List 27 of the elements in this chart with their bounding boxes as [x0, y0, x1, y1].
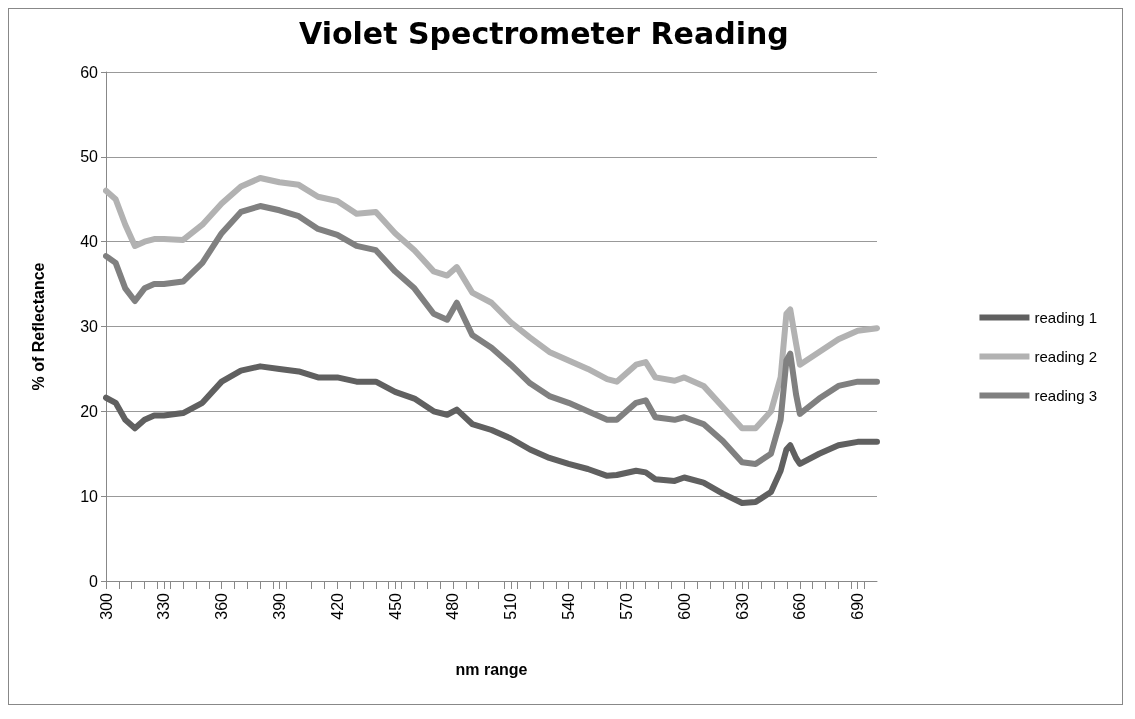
y-tick-label: 50 [80, 148, 99, 166]
x-tick-label: 330 [155, 592, 173, 620]
x-tick-label: 510 [502, 592, 520, 620]
x-tick-label: 450 [386, 592, 404, 620]
x-tick-label: 540 [560, 592, 578, 620]
y-tick-label: 30 [80, 318, 99, 335]
legend-label: reading 3 [1034, 387, 1098, 404]
x-tick-label: 390 [270, 592, 288, 620]
x-tick-label: 300 [97, 592, 115, 620]
y-tick-label: 60 [80, 63, 99, 81]
legend-label: reading 1 [1034, 309, 1098, 326]
chart-title: Violet Spectrometer Reading [299, 15, 789, 51]
x-tick-label: 660 [791, 592, 809, 620]
x-tick-label: 630 [733, 592, 751, 620]
x-tick-label: 570 [617, 592, 635, 620]
x-tick-label: 600 [675, 592, 693, 620]
y-tick-label: 0 [89, 572, 99, 590]
x-tick-label: 420 [328, 592, 346, 620]
x-tick-label: 360 [213, 592, 231, 620]
x-tick-label: 480 [444, 592, 462, 620]
y-tick-label: 10 [80, 487, 99, 505]
x-tick-label: 690 [849, 592, 867, 620]
y-axis-title: % of Reflectance [29, 262, 47, 391]
x-axis-title: nm range [455, 660, 528, 678]
legend-label: reading 2 [1034, 348, 1098, 365]
y-tick-label: 40 [80, 233, 99, 251]
y-tick-label: 20 [80, 402, 99, 420]
